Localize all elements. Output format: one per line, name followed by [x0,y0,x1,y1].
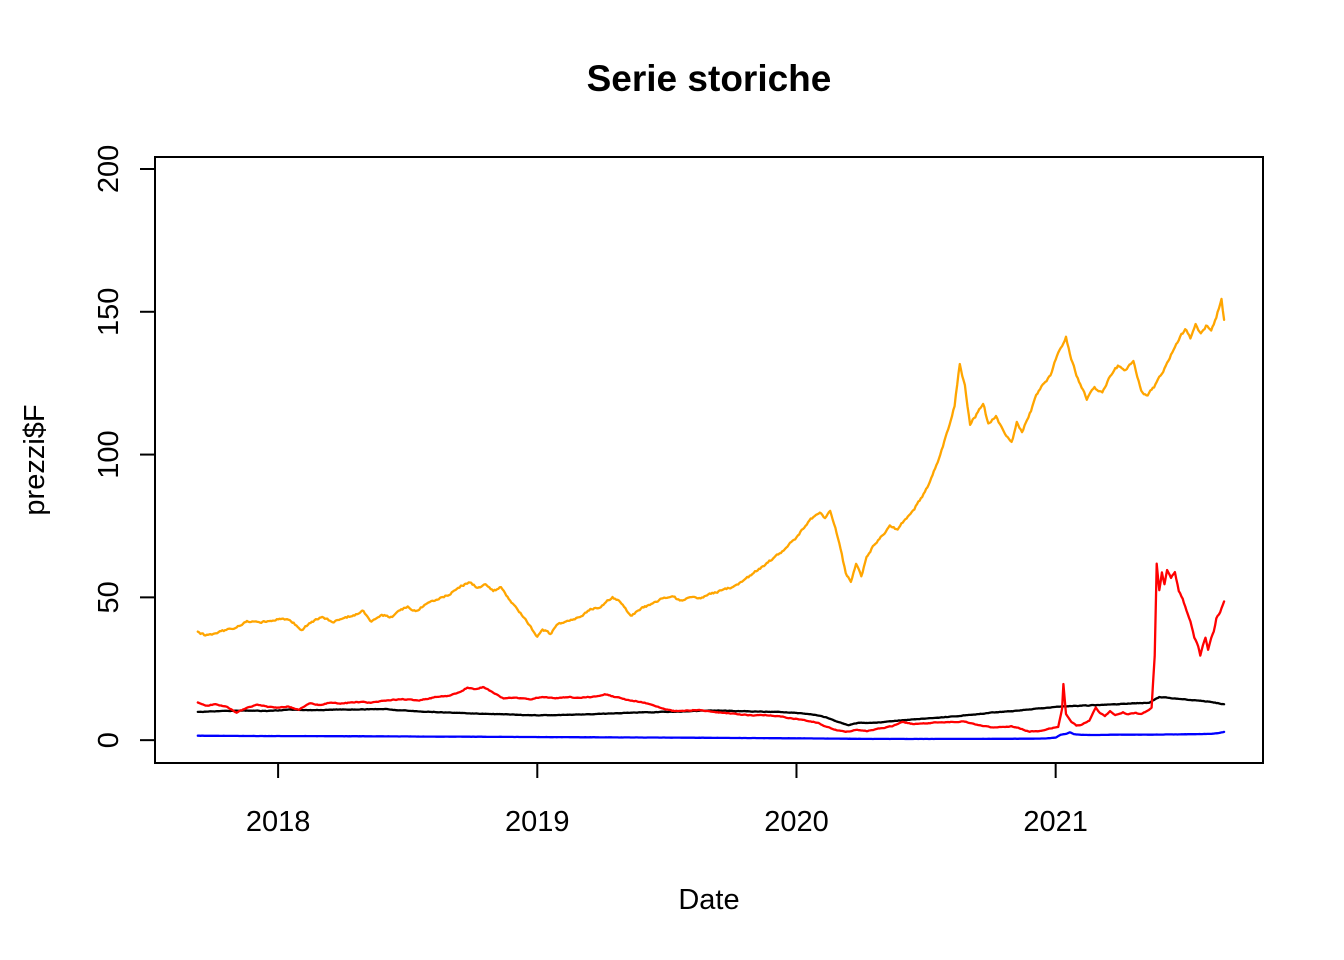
red-series-line [196,562,1226,734]
series-layer [196,297,1226,741]
orange-series-line [196,297,1226,638]
x-axis-title: Date [678,884,739,916]
y-tick-label: 50 [93,581,125,613]
y-tick-label: 150 [93,288,125,336]
x-tick-label: 2019 [505,806,570,838]
x-tick-label: 2018 [246,806,311,838]
y-tick-label: 200 [93,145,125,193]
y-tick-label: 0 [93,732,125,748]
x-tick-label: 2020 [764,806,829,838]
plot-box [154,156,1264,764]
y-tick-label: 100 [93,430,125,478]
chart-title: Serie storiche [587,58,832,99]
axis-layer: 2018 2019 2020 2021 0 50 100 150 200 [93,145,1088,838]
y-axis-title: prezzi$F [19,404,51,515]
x-tick-label: 2021 [1023,806,1088,838]
black-series-line [196,695,1226,727]
blue-series-line [196,730,1226,741]
